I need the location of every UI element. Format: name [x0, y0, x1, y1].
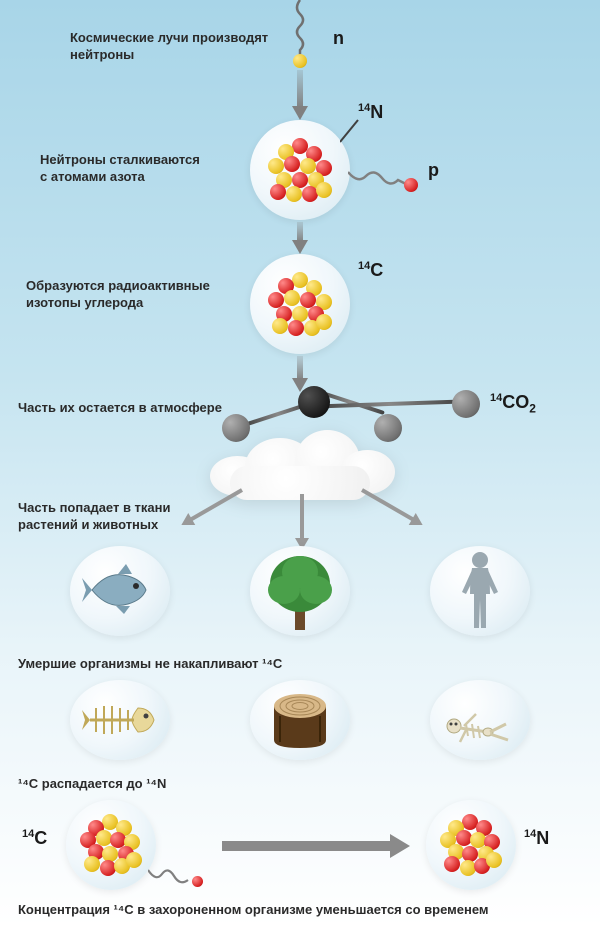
step3-label: Образуются радиоактивныеизотопы углерода — [26, 278, 210, 312]
step7-label: ¹⁴C распадается до ¹⁴N — [18, 776, 166, 793]
proton-ejected-icon — [404, 178, 418, 192]
decay-arrow — [222, 834, 412, 858]
step1-label: Космические лучи производятнейтроны — [70, 30, 268, 64]
arrow-1-head — [292, 106, 308, 120]
cloud-icon — [200, 426, 400, 496]
arrow-1 — [297, 70, 303, 108]
co2-label: 14CO2 — [490, 392, 536, 416]
arrow-2-head — [292, 240, 308, 254]
beta-particle-icon — [192, 876, 203, 887]
step4-label: Часть их остается в атмосфере — [18, 400, 222, 417]
step5-label: Часть попадает в тканирастений и животны… — [18, 500, 171, 534]
fish-skeleton-icon — [80, 694, 160, 746]
stump-icon — [266, 688, 334, 752]
n14-decay-nucleus-icon — [440, 814, 502, 876]
step8-label: Концентрация ¹⁴C в захороненном организм… — [18, 902, 489, 919]
c14-nucleus-icon — [268, 272, 332, 336]
n14-decay-label: 14N — [524, 828, 549, 849]
fish-icon — [80, 560, 160, 620]
arrow-3 — [297, 356, 303, 380]
arrow-2 — [297, 222, 303, 242]
neutron-label: n — [333, 28, 344, 49]
neutron-icon — [293, 54, 307, 68]
step6-label: Умершие организмы не накапливают ¹⁴C — [18, 656, 282, 673]
n14-nucleus-icon — [268, 138, 332, 202]
n14-label: 14N — [358, 102, 383, 123]
human-icon — [452, 550, 508, 634]
c14-label: 14C — [358, 260, 383, 281]
human-skeleton-icon — [440, 696, 520, 746]
infographic-canvas: Космические лучи производятнейтроны n 14… — [0, 0, 600, 926]
proton-eject-trail — [348, 168, 408, 192]
proton-label: p — [428, 160, 439, 181]
arrow-to-tree — [300, 494, 304, 540]
beta-decay-trail — [148, 868, 194, 888]
c14-decay-nucleus-icon — [80, 814, 142, 876]
tree-icon — [262, 550, 338, 634]
cosmic-ray-icon — [294, 0, 306, 55]
c14-decay-label: 14C — [22, 828, 47, 849]
step2-label: Нейтроны сталкиваютсяс атомами азота — [40, 152, 200, 186]
